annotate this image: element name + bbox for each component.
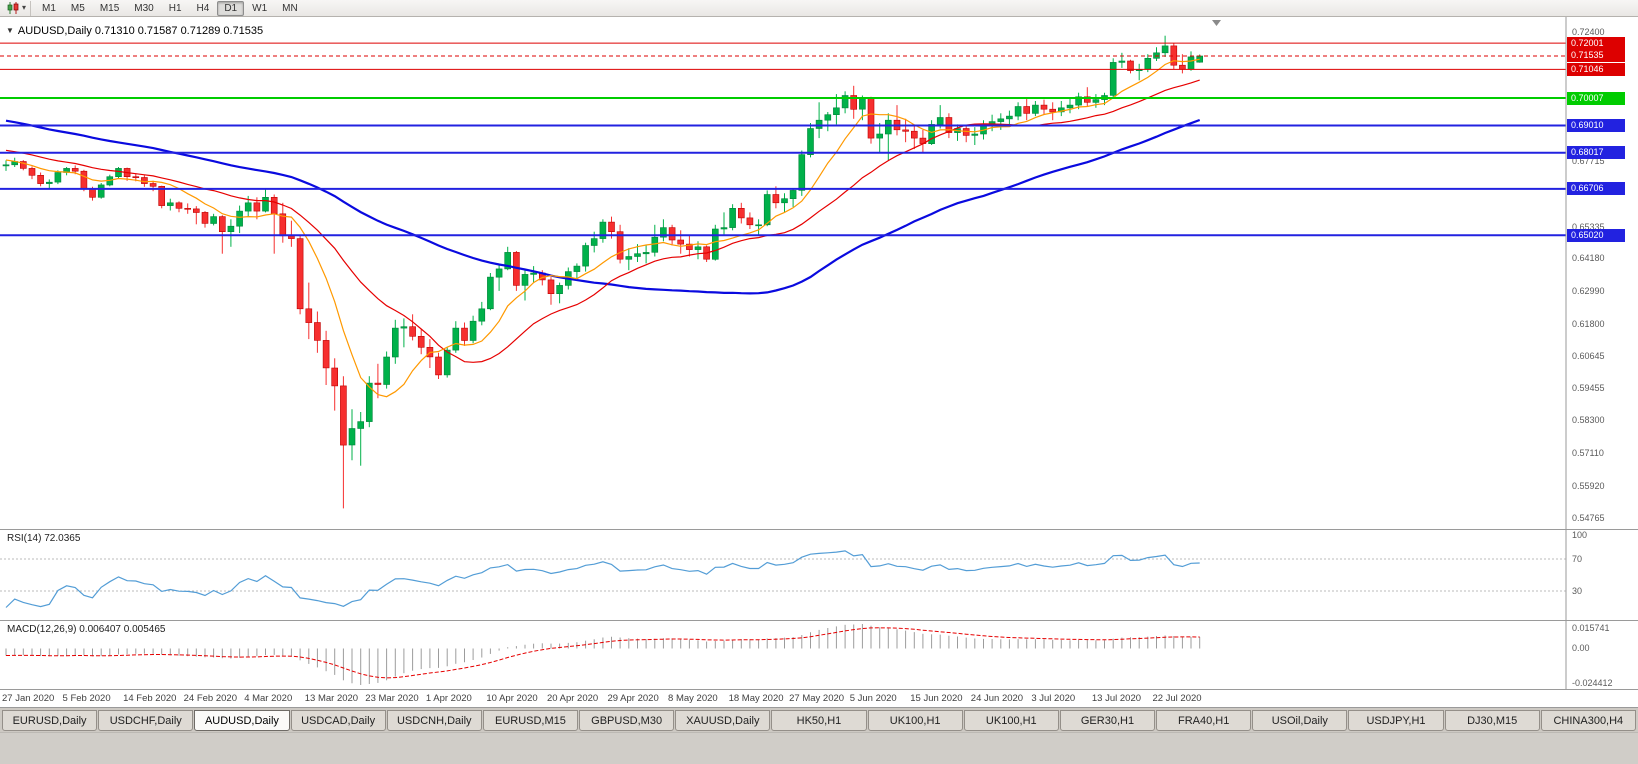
chart-tab-china300-h4[interactable]: CHINA300,H4 [1540,710,1636,731]
price-level-tag: 0.68017 [1567,146,1625,160]
time-axis-label: 10 Apr 2020 [486,693,538,704]
chart-tab-audusd-daily[interactable]: AUDUSD,Daily [194,710,290,731]
price-axis-tick: 0.61800 [1572,318,1605,329]
time-axis-label: 27 May 2020 [789,693,845,704]
macd-panel[interactable]: MACD(12,26,9) 0.006407 0.005465 0.015741… [0,621,1638,690]
chevron-down-icon: ▾ [22,3,27,12]
time-axis-label: 15 Jun 2020 [910,693,963,704]
price-level-tag: 0.72001 [1567,36,1625,50]
time-axis-label: 13 Mar 2020 [304,693,359,704]
chart-title: ▼ AUDUSD,Daily 0.71310 0.71587 0.71289 0.… [6,25,263,37]
collapse-triangle-icon: ▼ [6,26,14,35]
timeframe-button-m1[interactable]: M1 [42,2,56,14]
time-axis-label: 8 May 2020 [668,693,718,704]
price-axis-tick: 0.59455 [1572,383,1605,394]
timeframe-button-h4[interactable]: H4 [196,2,210,14]
chart-tab-eurusd-m15[interactable]: EURUSD,M15 [482,710,579,731]
time-axis-label: 24 Feb 2020 [183,693,237,704]
chart-tab-xauusd-daily[interactable]: XAUUSD,Daily [675,710,771,731]
time-axis-label: 14 Feb 2020 [123,693,177,704]
price-axis-tick: 0.58300 [1572,415,1605,426]
time-axis-label: 22 Jul 2020 [1152,693,1202,704]
chart-tab-dj30-m15[interactable]: DJ30,M15 [1444,710,1540,731]
status-strip [0,732,1638,764]
timeframe-button-m5[interactable]: M5 [70,2,85,14]
price-axis-tick: 0.60645 [1572,350,1605,361]
price-level-tag: 0.65020 [1567,228,1625,242]
time-axis-label: 18 May 2020 [728,693,784,704]
symbol-ohlc-text: AUDUSD,Daily 0.71310 0.71587 0.71289 0.7… [17,25,264,37]
time-axis-label: 5 Feb 2020 [62,693,111,704]
time-axis-label: 20 Apr 2020 [546,693,599,704]
price-axis-tick: 0.72400 [1572,27,1605,38]
chart-tab-usdjpy-h1[interactable]: USDJPY,H1 [1348,710,1444,731]
chart-tab-fra40-h1[interactable]: FRA40,H1 [1156,710,1252,731]
timeframe-toolbar: ▾ M1 M5 M15 M30 H1 H4 D1 W1 MN [0,0,1638,17]
price-axis-tick: 0.64180 [1572,253,1605,264]
timeframe-button-mn[interactable]: MN [282,2,298,14]
time-axis-label: 5 Jun 2020 [849,693,897,704]
time-axis-label: 3 Jul 2020 [1031,693,1076,704]
timeframe-button-m30[interactable]: M30 [134,2,154,14]
chart-tab-usdcnh-daily[interactable]: USDCNH,Daily [386,710,482,731]
price-level-tag: 0.70007 [1567,91,1625,105]
rsi-axis-30: 30 [1572,586,1583,596]
time-axis-label: 13 Jul 2020 [1091,693,1142,704]
chart-tab-usoil-daily[interactable]: USOil,Daily [1252,710,1348,731]
chart-window: ▼ AUDUSD,Daily 0.71310 0.71587 0.71289 0.… [0,17,1638,708]
chart-tab-ger30-h1[interactable]: GER30,H1 [1059,710,1156,731]
price-axis-tick: 0.55920 [1572,480,1605,491]
candlestick-chart-icon [7,2,19,14]
price-level-tag: 0.69010 [1567,118,1625,132]
rsi-axis-70: 70 [1572,554,1583,564]
price-panel[interactable]: ▼ AUDUSD,Daily 0.71310 0.71587 0.71289 0.… [0,17,1638,530]
timeframe-button-m15[interactable]: M15 [99,2,120,14]
timeframe-button-h1[interactable]: H1 [168,2,182,14]
macd-axis-max: 0.015741 [1572,623,1610,633]
chart-tab-gbpusd-m30[interactable]: GBPUSD,M30 [579,710,675,731]
price-axis-tick: 0.54765 [1572,512,1605,523]
macd-canvas[interactable] [0,621,1638,689]
macd-axis-zero: 0.00 [1572,643,1590,654]
chart-tab-uk100-h1[interactable]: UK100,H1 [963,710,1059,731]
chart-tab-eurusd-daily[interactable]: EURUSD,Daily [2,710,98,731]
price-chart-canvas[interactable] [0,17,1638,529]
timeframe-button-d1[interactable]: D1 [217,0,245,16]
time-axis-label: 4 Mar 2020 [244,693,293,704]
time-axis-label: 23 Mar 2020 [365,693,419,704]
timeframe-button-w1[interactable]: W1 [252,2,268,14]
chart-type-button[interactable]: ▾ [3,0,32,16]
chart-tab-usdcad-daily[interactable]: USDCAD,Daily [290,710,386,731]
price-axis-tick: 0.57110 [1572,448,1604,459]
rsi-panel[interactable]: RSI(14) 72.0365 100 70 30 [0,530,1638,621]
chart-tab-bar: EURUSD,Daily USDCHF,Daily AUDUSD,Daily USDC… [0,708,1638,732]
rsi-canvas[interactable] [0,530,1638,620]
time-axis-label: 29 Apr 2020 [607,693,659,704]
price-level-tag: 0.66706 [1567,182,1625,196]
time-axis-label: 27 Jan 2020 [2,693,55,704]
time-axis[interactable]: 27 Jan 2020 5 Feb 2020 14 Feb 2020 24 Feb 2… [0,690,1638,708]
chart-tab-uk100-h1[interactable]: UK100,H1 [867,710,963,731]
macd-axis-min: -0.024412 [1572,678,1613,688]
chart-tab-hk50-h1[interactable]: HK50,H1 [771,710,867,731]
rsi-axis-100: 100 [1572,530,1588,540]
time-axis-label: 24 Jun 2020 [970,693,1024,704]
price-axis-tick: 0.65335 [1572,221,1605,232]
bid-price-tag: 0.71535 [1567,49,1625,63]
price-axis-tick: 0.62990 [1572,286,1605,297]
rsi-label: RSI(14) 72.0365 [7,533,81,544]
macd-label: MACD(12,26,9) 0.006407 0.005465 [7,624,166,635]
chart-tab-usdchf-daily[interactable]: USDCHF,Daily [98,710,194,731]
price-axis-tick: 0.67715 [1572,156,1605,167]
time-axis-label: 1 Apr 2020 [425,693,472,704]
timeframe-buttons: M1 M5 M15 M30 H1 H4 D1 W1 MN [35,0,305,16]
price-level-tag: 0.71046 [1567,62,1625,76]
